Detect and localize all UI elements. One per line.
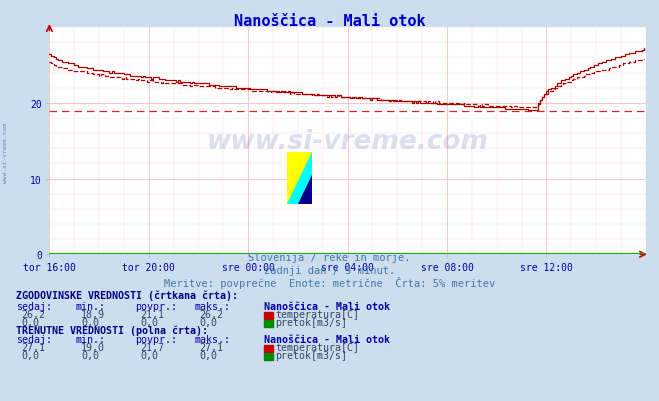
Text: 19,0: 19,0 [81, 342, 105, 352]
Polygon shape [298, 176, 312, 205]
Text: www.si-vreme.com: www.si-vreme.com [207, 128, 488, 154]
Text: 0,0: 0,0 [22, 317, 40, 327]
Text: 0,0: 0,0 [22, 350, 40, 360]
Text: sedaj:: sedaj: [16, 334, 53, 344]
Text: zadnji dan / 5 minut.: zadnji dan / 5 minut. [264, 265, 395, 275]
Text: 27,1: 27,1 [200, 342, 223, 352]
Text: maks.:: maks.: [194, 334, 231, 344]
Text: temperatura[C]: temperatura[C] [275, 342, 359, 352]
Polygon shape [287, 152, 312, 205]
Text: min.:: min.: [76, 301, 106, 311]
Polygon shape [287, 152, 312, 205]
Text: povpr.:: povpr.: [135, 334, 177, 344]
Text: 27,1: 27,1 [22, 342, 45, 352]
Text: 18,9: 18,9 [81, 309, 105, 319]
Text: Slovenija / reke in morje.: Slovenija / reke in morje. [248, 253, 411, 263]
Text: pretok[m3/s]: pretok[m3/s] [275, 317, 347, 327]
Text: 0,0: 0,0 [200, 350, 217, 360]
Text: min.:: min.: [76, 334, 106, 344]
Text: Nanoščica - Mali otok: Nanoščica - Mali otok [264, 334, 389, 344]
Text: Nanoščica - Mali otok: Nanoščica - Mali otok [234, 14, 425, 29]
Text: 26,2: 26,2 [22, 309, 45, 319]
Text: temperatura[C]: temperatura[C] [275, 309, 359, 319]
Text: ZGODOVINSKE VREDNOSTI (črtkana črta):: ZGODOVINSKE VREDNOSTI (črtkana črta): [16, 290, 239, 301]
Text: www.si-vreme.com: www.si-vreme.com [3, 122, 8, 182]
Text: sedaj:: sedaj: [16, 301, 53, 311]
Text: 0,0: 0,0 [200, 317, 217, 327]
Text: pretok[m3/s]: pretok[m3/s] [275, 350, 347, 360]
Text: 0,0: 0,0 [81, 350, 99, 360]
Text: 26,2: 26,2 [200, 309, 223, 319]
Text: 21,1: 21,1 [140, 309, 164, 319]
Text: Meritve: povprečne  Enote: metrične  Črta: 5% meritev: Meritve: povprečne Enote: metrične Črta:… [164, 276, 495, 288]
Text: TRENUTNE VREDNOSTI (polna črta):: TRENUTNE VREDNOSTI (polna črta): [16, 324, 208, 335]
Text: Nanoščica - Mali otok: Nanoščica - Mali otok [264, 301, 389, 311]
Text: povpr.:: povpr.: [135, 301, 177, 311]
Text: 0,0: 0,0 [140, 350, 158, 360]
Text: 0,0: 0,0 [140, 317, 158, 327]
Text: 0,0: 0,0 [81, 317, 99, 327]
Text: maks.:: maks.: [194, 301, 231, 311]
Text: 21,7: 21,7 [140, 342, 164, 352]
